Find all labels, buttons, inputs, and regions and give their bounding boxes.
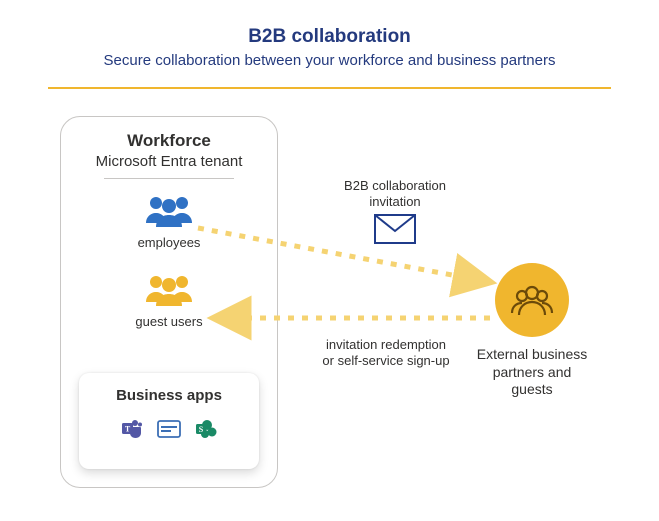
invitation-label: B2B collaborationinvitation <box>325 178 465 209</box>
workforce-subtitle: Microsoft Entra tenant <box>61 153 277 170</box>
envelope-icon <box>374 214 416 244</box>
redemption-label: invitation redemptionor self-service sig… <box>296 337 476 368</box>
workforce-tenant-panel: Workforce Microsoft Entra tenant employe… <box>60 116 278 488</box>
svg-text:T: T <box>125 425 131 434</box>
svg-text:S: S <box>199 425 204 434</box>
business-apps-title: Business apps <box>79 387 259 404</box>
teams-icon: T <box>121 418 143 440</box>
external-partners-circle <box>495 263 569 337</box>
business-apps-icons-row: T S <box>79 418 259 440</box>
employees-people-icon <box>142 193 196 229</box>
page-subtitle: Secure collaboration between your workfo… <box>0 52 659 69</box>
header-divider <box>48 87 611 89</box>
page-title: B2B collaboration <box>0 0 659 48</box>
business-apps-card: Business apps T S <box>79 373 259 469</box>
outlook-mail-icon <box>157 420 181 438</box>
employees-label: employees <box>61 235 277 250</box>
workforce-title: Workforce <box>61 131 277 151</box>
external-people-icon <box>495 263 569 337</box>
workforce-divider <box>104 178 234 179</box>
guest-users-label: guest users <box>61 314 277 329</box>
guest-users-people-icon <box>142 272 196 308</box>
sharepoint-icon: S <box>195 418 217 440</box>
external-partners-label: External business partners and guests <box>460 346 604 399</box>
